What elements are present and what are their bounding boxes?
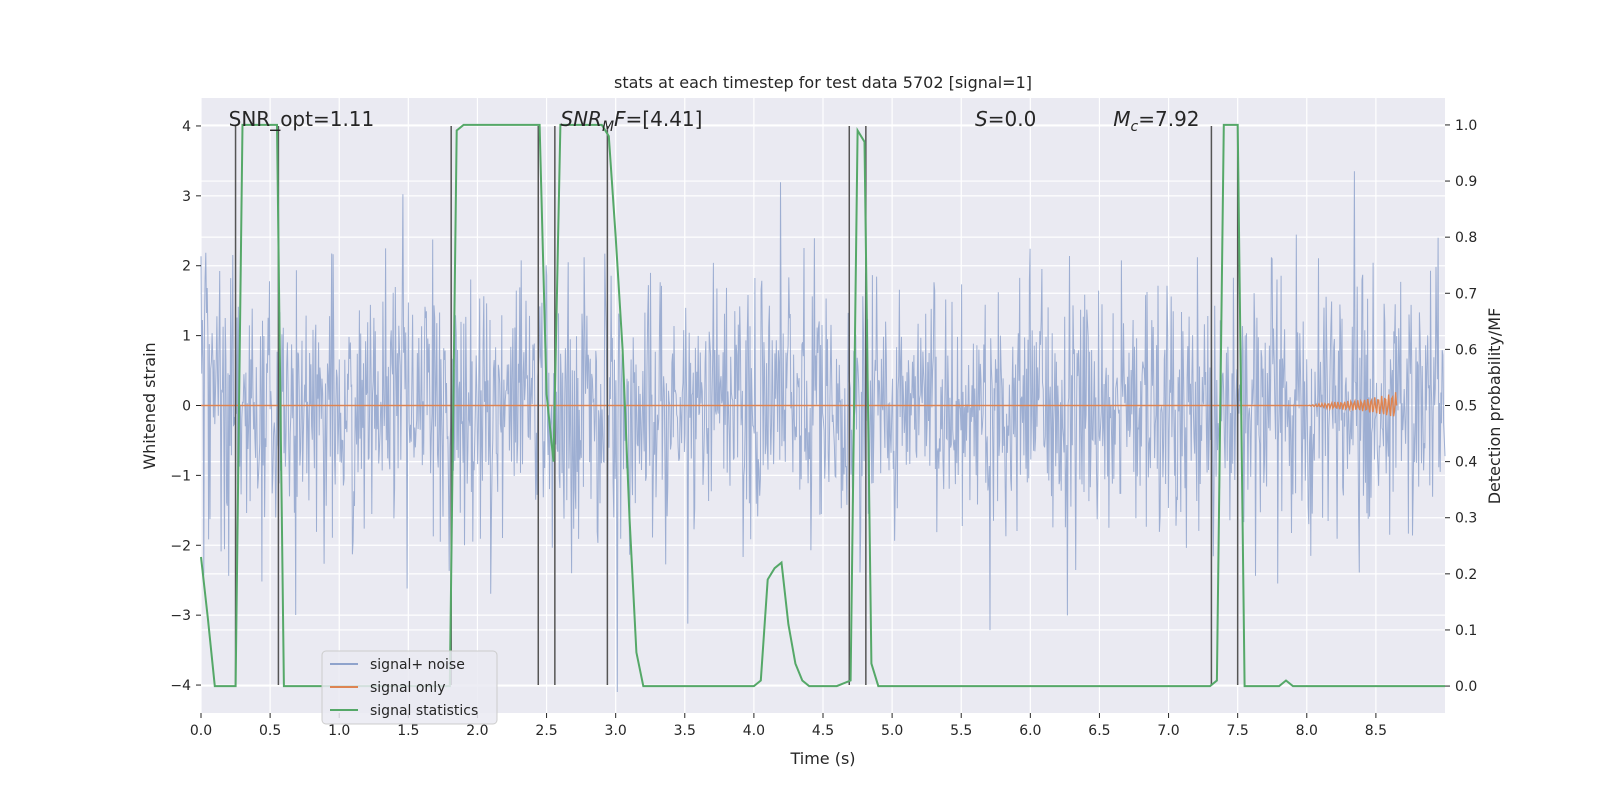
- y-ticks-right: 1.0 0.9 0.8 0.7 0.6 0.5 0.4 0.3 0.2 0.1 0.0: [1445, 118, 1477, 695]
- x-tick-label-4: 2.0: [466, 723, 488, 739]
- annotation-3: Mc=7.92: [1113, 107, 1199, 135]
- x-tick-label-10: 5.0: [881, 723, 903, 739]
- y-right-tick-label-6: 0.4: [1455, 455, 1477, 471]
- y-right-tick-label-8: 0.2: [1455, 567, 1477, 583]
- x-tick-label-11: 5.5: [950, 723, 972, 739]
- y-right-tick-label-7: 0.3: [1455, 511, 1477, 527]
- y-right-tick-label-0: 1.0: [1455, 118, 1477, 134]
- legend-label-noise: signal+ noise: [370, 657, 465, 673]
- x-tick-label-3: 1.5: [397, 723, 419, 739]
- y-right-tick-label-1: 0.9: [1455, 174, 1477, 190]
- x-tick-label-1: 0.5: [259, 723, 281, 739]
- x-tick-label-12: 6.0: [1019, 723, 1041, 739]
- y-right-tick-label-5: 0.5: [1455, 399, 1477, 415]
- y-tick-label-5: −1: [170, 468, 191, 484]
- y-tick-label-2: 2: [182, 259, 191, 275]
- x-tick-label-14: 7.0: [1157, 723, 1179, 739]
- y-axis-label-right: Detection probability/MF: [1485, 308, 1504, 505]
- x-tick-label-16: 8.0: [1296, 723, 1318, 739]
- annotation-0: SNR_opt=1.11: [229, 107, 375, 131]
- annotation-2: S=0.0: [975, 107, 1036, 131]
- statistics-line: [200, 123, 1445, 688]
- y-tick-label-6: −2: [170, 538, 191, 554]
- legend-label-signal: signal only: [370, 680, 445, 696]
- x-tick-label-5: 2.5: [535, 723, 557, 739]
- y-tick-label-0: 4: [182, 119, 191, 135]
- x-tick-label-13: 6.5: [1088, 723, 1110, 739]
- y-tick-label-4: 0: [182, 399, 191, 415]
- signal-line: [201, 392, 1398, 417]
- y-ticks-left: 4 3 2 1 0 −1 −2 −3 −4: [170, 119, 201, 694]
- y-tick-label-8: −4: [170, 678, 191, 694]
- y-right-tick-label-2: 0.8: [1455, 230, 1477, 246]
- annotations: SNR_opt=1.11 SNRMF=[4.41] S=0.0 Mc=7.92: [229, 107, 1200, 135]
- x-tick-label-17: 8.5: [1365, 723, 1387, 739]
- y-right-tick-label-4: 0.6: [1455, 342, 1477, 358]
- y-tick-label-3: 1: [182, 329, 191, 345]
- signal-only-series: [201, 392, 1398, 417]
- y-right-tick-label-3: 0.7: [1455, 286, 1477, 302]
- x-tick-label-0: 0.0: [190, 723, 212, 739]
- signal-statistics-series: [200, 123, 1445, 688]
- y-right-tick-label-10: 0.0: [1455, 679, 1477, 695]
- legend: signal+ noise signal only signal statist…: [321, 650, 498, 725]
- y-axis-label: Whitened strain: [140, 342, 159, 469]
- y-tick-label-1: 3: [182, 189, 191, 205]
- x-tick-label-15: 7.5: [1227, 723, 1249, 739]
- x-tick-label-7: 3.5: [674, 723, 696, 739]
- x-ticks: 0.0 0.5 1.0 1.5 2.0 2.5 3.0 3.5 4.0 4.5 5.0 5.5 6.0 6…: [190, 713, 1387, 739]
- legend-label-stats: signal statistics: [370, 703, 478, 719]
- x-tick-label-8: 4.0: [743, 723, 765, 739]
- x-tick-label-2: 1.0: [328, 723, 350, 739]
- annotation-1: SNRMF=[4.41]: [560, 107, 702, 135]
- legend-box: [321, 650, 498, 725]
- chart-title: stats at each timestep for test data 570…: [614, 73, 1032, 92]
- y-right-tick-label-9: 0.1: [1455, 623, 1477, 639]
- x-axis-label: Time (s): [789, 749, 855, 768]
- y-tick-label-7: −3: [170, 608, 191, 624]
- x-tick-label-9: 4.5: [812, 723, 834, 739]
- x-tick-label-6: 3.0: [605, 723, 627, 739]
